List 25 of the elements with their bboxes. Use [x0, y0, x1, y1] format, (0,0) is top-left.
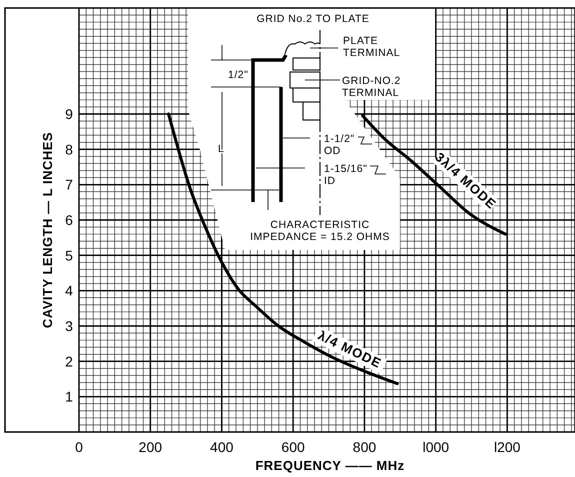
y-axis-title: CAVITY LENGTH — L INCHES	[40, 132, 55, 328]
y-tick-label: 6	[65, 212, 74, 228]
y-tick-label: 1	[65, 388, 74, 405]
x-tick-label: l000	[422, 439, 450, 455]
annotation: 1-15/16" ID	[324, 163, 368, 187]
y-tick-label: 9	[65, 106, 74, 122]
y-tick-label: 8	[65, 141, 74, 158]
x-tick-label: 0	[75, 439, 84, 455]
x-tick-label: 600	[281, 439, 305, 455]
annotation: 1/2"	[228, 69, 248, 81]
y-tick-label: 3	[65, 318, 74, 334]
annotation: GRID-NO.2 TERMINAL	[342, 75, 401, 99]
annotation: GRID No.2 TO PLATE	[256, 13, 370, 25]
annotation: 1-1/2" OD	[324, 133, 355, 157]
annotation: PLATE TERMINAL	[343, 35, 400, 59]
y-tick-label: 5	[65, 247, 74, 264]
y-tick-label: 4	[65, 282, 74, 299]
y-tick-label: 2	[65, 353, 74, 370]
x-tick-label: 400	[210, 439, 234, 455]
y-tick-label: 7	[65, 176, 74, 193]
annotation: CHARACTERISTIC IMPEDANCE = 15.2 OHMS	[250, 219, 390, 243]
x-tick-label: 200	[138, 439, 162, 455]
x-tick-label: 800	[352, 439, 376, 455]
x-tick-label: l200	[494, 439, 521, 455]
x-axis-title: FREQUENCY —— MHz	[255, 458, 405, 473]
